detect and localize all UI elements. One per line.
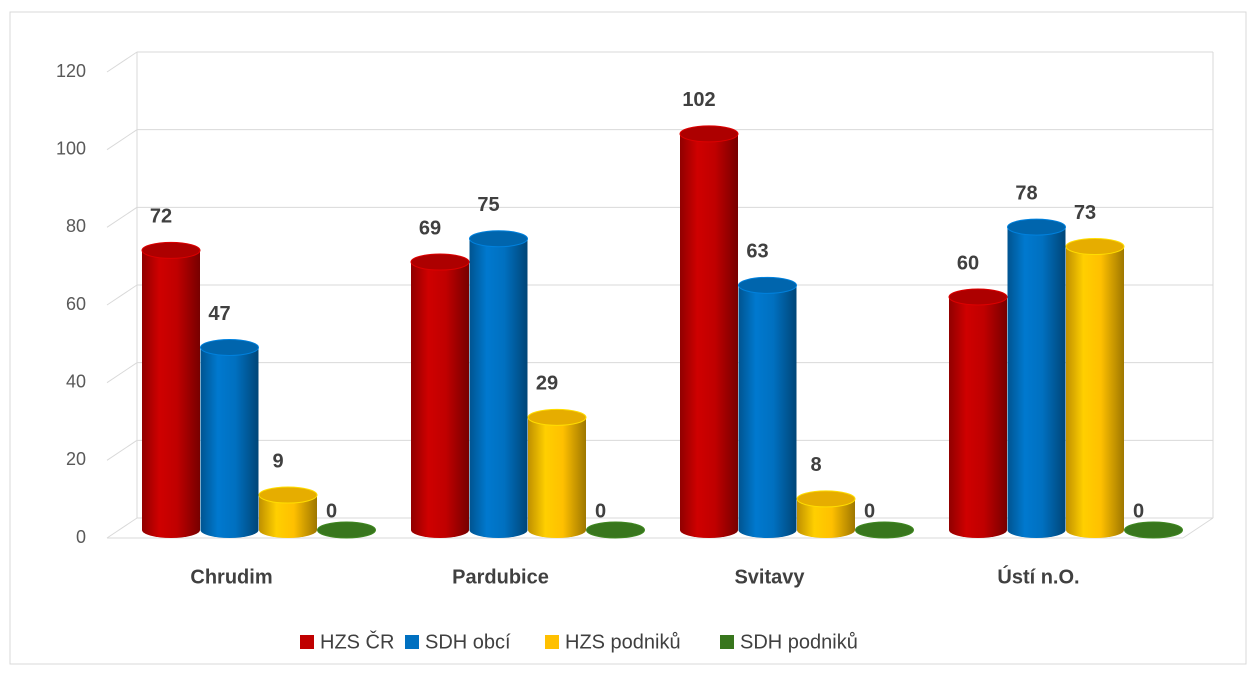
y-tick-label: 40 bbox=[66, 371, 86, 391]
x-tick-label: Ústí n.O. bbox=[997, 564, 1079, 588]
grid-line bbox=[106, 439, 138, 461]
data-label: 78 bbox=[1015, 182, 1037, 204]
data-label: 0 bbox=[595, 500, 606, 522]
bar bbox=[1007, 227, 1066, 530]
grid-line bbox=[106, 206, 138, 228]
bar bbox=[469, 238, 528, 530]
data-label: 102 bbox=[682, 89, 715, 111]
bar-top bbox=[410, 253, 470, 271]
y-tick-label: 60 bbox=[66, 294, 86, 314]
bar-top bbox=[200, 338, 259, 356]
data-label: 73 bbox=[1074, 202, 1096, 224]
bar bbox=[142, 250, 200, 530]
bar bbox=[738, 285, 797, 530]
bar-top bbox=[1124, 521, 1183, 539]
bar-top bbox=[317, 521, 376, 539]
bar-top bbox=[586, 521, 645, 539]
data-label: 60 bbox=[957, 252, 979, 274]
grid-line bbox=[106, 362, 138, 384]
bar bbox=[680, 133, 738, 530]
x-tick-label: Chrudim bbox=[190, 566, 272, 588]
bar bbox=[1066, 246, 1124, 530]
data-label: 72 bbox=[150, 206, 172, 228]
bar bbox=[200, 347, 259, 530]
data-label: 47 bbox=[208, 303, 230, 325]
bar-top bbox=[527, 408, 587, 426]
bar-top bbox=[1065, 238, 1125, 256]
floor-edge bbox=[1182, 517, 1214, 539]
x-tick-label: Pardubice bbox=[452, 566, 549, 588]
grid-line bbox=[106, 129, 138, 151]
legend-swatch bbox=[405, 635, 419, 649]
legend-label: HZS podniků bbox=[565, 631, 681, 653]
legend-swatch bbox=[720, 635, 734, 649]
grid-line bbox=[106, 284, 138, 306]
x-tick-label: Svitavy bbox=[734, 566, 805, 588]
data-label: 63 bbox=[746, 241, 768, 263]
data-label: 29 bbox=[536, 373, 558, 395]
y-tick-label: 100 bbox=[56, 138, 86, 158]
legend-swatch bbox=[300, 635, 314, 649]
bar bbox=[949, 297, 1007, 530]
data-label: 9 bbox=[272, 450, 283, 472]
bar-top bbox=[855, 521, 914, 539]
data-label: 0 bbox=[864, 500, 875, 522]
bar-top bbox=[796, 490, 856, 508]
bar-top bbox=[258, 486, 318, 504]
legend-swatch bbox=[545, 635, 559, 649]
bar-top bbox=[141, 241, 201, 259]
bar bbox=[528, 417, 586, 530]
bar-top bbox=[469, 230, 528, 248]
data-label: 75 bbox=[477, 194, 499, 216]
data-label: 0 bbox=[1133, 500, 1144, 522]
bar-top bbox=[948, 288, 1008, 306]
legend-label: HZS ČR bbox=[320, 630, 394, 653]
bar-top bbox=[679, 125, 739, 143]
y-tick-label: 120 bbox=[56, 61, 86, 81]
grid-line bbox=[106, 517, 138, 539]
grid-line bbox=[106, 51, 138, 73]
y-tick-label: 0 bbox=[76, 527, 86, 547]
data-label: 69 bbox=[419, 217, 441, 239]
data-label: 0 bbox=[326, 500, 337, 522]
bar-top bbox=[1007, 218, 1066, 236]
legend-label: SDH podniků bbox=[740, 631, 858, 653]
y-tick-label: 20 bbox=[66, 449, 86, 469]
data-label: 8 bbox=[810, 454, 821, 476]
y-tick-label: 80 bbox=[66, 216, 86, 236]
legend-label: SDH obcí bbox=[425, 631, 511, 653]
bar bbox=[411, 262, 469, 530]
bar-top bbox=[738, 276, 797, 294]
